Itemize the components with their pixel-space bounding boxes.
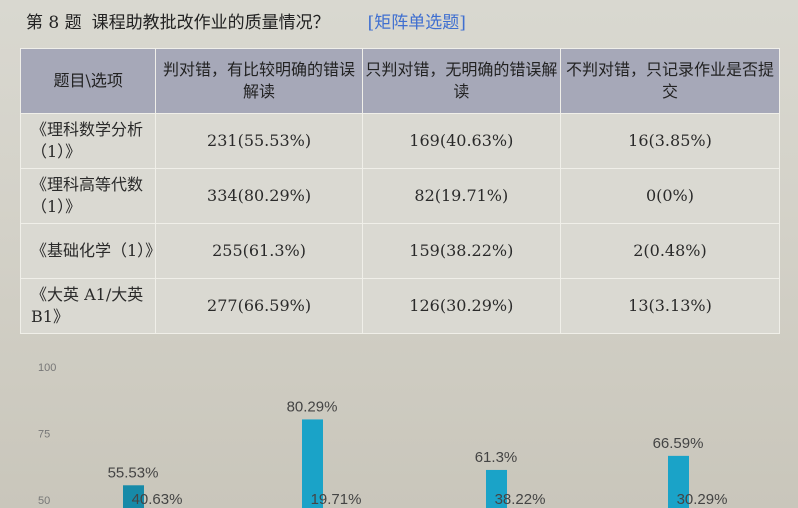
question-title: 第 8 题课程助教批改作业的质量情况？ [矩阵单选题]	[26, 8, 466, 33]
bar-chart: 50 75 100 55.53% 40.63% 80.29% 19.71% 61.3% 38.2…	[38, 362, 728, 508]
data-label: 61.3%	[475, 449, 518, 466]
bar	[302, 419, 323, 508]
data-label: 80.29%	[287, 398, 338, 415]
table-row: 《理科高等代数（1）》 334(80.29%) 82(19.71%) 0(0%)	[19, 168, 781, 224]
table-row: 《大英 A1/大英 B1》 277(66.59%) 126(30.29%) 13…	[19, 278, 781, 334]
table-cell: 169(40.63%)	[361, 113, 561, 169]
table-row: 《理科数学分析（1）》 231(55.53%) 169(40.63%) 16(3…	[19, 113, 781, 169]
table-cell: 126(30.29%)	[361, 278, 561, 334]
header-cell: 题目\选项	[19, 48, 157, 114]
table-cell: 277(66.59%)	[155, 278, 363, 334]
y-tick-label: 50	[38, 495, 50, 507]
table-cell: 255(61.3%)	[155, 223, 363, 279]
data-label: 40.63%	[132, 491, 183, 508]
table-header-row: 题目\选项 判对错，有比较明确的错误解读 只判对错，无明确的错误解读 不判对错，…	[19, 48, 781, 114]
data-label: 30.29%	[677, 491, 728, 508]
table-cell: 82(19.71%)	[361, 168, 561, 224]
row-label: 《基础化学（1）》	[19, 223, 161, 279]
y-tick-label: 75	[38, 429, 50, 441]
question-type-link[interactable]: [矩阵单选题]	[367, 13, 466, 33]
bar	[668, 455, 689, 508]
row-label: 《理科高等代数（1）》	[19, 168, 157, 224]
table-row: 《基础化学（1）》 255(61.3%) 159(38.22%) 2(0.48%…	[19, 223, 781, 279]
bar	[486, 469, 507, 508]
table-cell: 2(0.48%)	[559, 223, 781, 279]
header-cell: 不判对错，只记录作业是否提交	[559, 48, 781, 114]
table-cell: 334(80.29%)	[155, 168, 363, 224]
table-cell: 13(3.13%)	[559, 278, 781, 334]
header-cell: 只判对错，无明确的错误解读	[361, 48, 561, 114]
row-label: 《理科数学分析（1）》	[19, 113, 157, 169]
data-label: 66.59%	[653, 435, 704, 452]
results-table: 题目\选项 判对错，有比较明确的错误解读 只判对错，无明确的错误解读 不判对错，…	[19, 48, 781, 334]
data-label: 38.22%	[495, 491, 546, 508]
question-text: 课程助教批改作业的质量情况？	[91, 13, 330, 33]
table-cell: 16(3.85%)	[559, 113, 781, 169]
data-label: 19.71%	[311, 491, 362, 508]
table-cell: 159(38.22%)	[361, 223, 561, 279]
y-tick-label: 100	[38, 362, 56, 374]
table-cell: 0(0%)	[559, 168, 781, 224]
table-cell: 231(55.53%)	[155, 113, 363, 169]
bar	[123, 485, 144, 508]
data-label: 55.53%	[108, 464, 159, 481]
row-label: 《大英 A1/大英 B1》	[19, 278, 157, 334]
header-cell: 判对错，有比较明确的错误解读	[155, 48, 363, 114]
question-number: 第 8 题	[26, 13, 82, 33]
